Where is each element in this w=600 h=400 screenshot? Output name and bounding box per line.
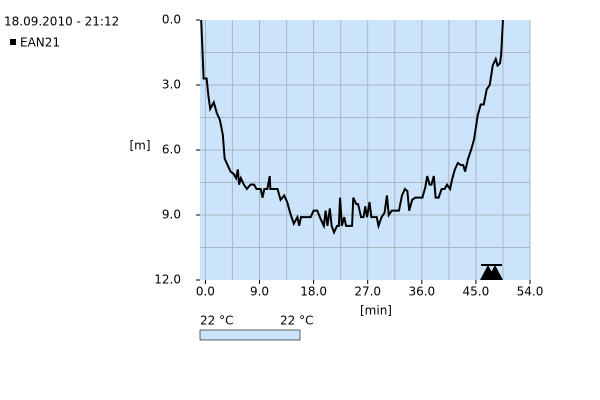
- x-tick-label: 27.0: [354, 285, 381, 299]
- y-tick-label: 9.0: [162, 208, 181, 222]
- x-tick-label: 0.0: [196, 285, 215, 299]
- temp-label: 22 °C: [200, 314, 233, 328]
- depth-line: [200, 19, 504, 235]
- y-tick-label: 0.0: [162, 13, 181, 27]
- y-axis-label: [m]: [129, 139, 150, 153]
- temperature-bar: [199, 329, 301, 341]
- x-tick-label: 45.0: [463, 285, 490, 299]
- x-tick-label: 36.0: [408, 285, 435, 299]
- x-tick-label: 18.0: [300, 285, 327, 299]
- chart-title: 18.09.2010 - 21:12: [4, 15, 119, 29]
- x-tick-label: 54.0: [517, 285, 544, 299]
- marker-triangle: [487, 265, 503, 280]
- x-axis-label: [min]: [360, 304, 392, 318]
- y-tick-label: 6.0: [162, 143, 181, 157]
- ascent-marker: [480, 264, 503, 280]
- x-tick-label: 9.0: [250, 285, 269, 299]
- y-tick-label: 12.0: [154, 273, 181, 287]
- temp-label: 22 °C: [280, 314, 313, 328]
- legend-swatch: [10, 39, 16, 45]
- y-tick-label: 3.0: [162, 78, 181, 92]
- legend-label: EAN21: [20, 36, 60, 50]
